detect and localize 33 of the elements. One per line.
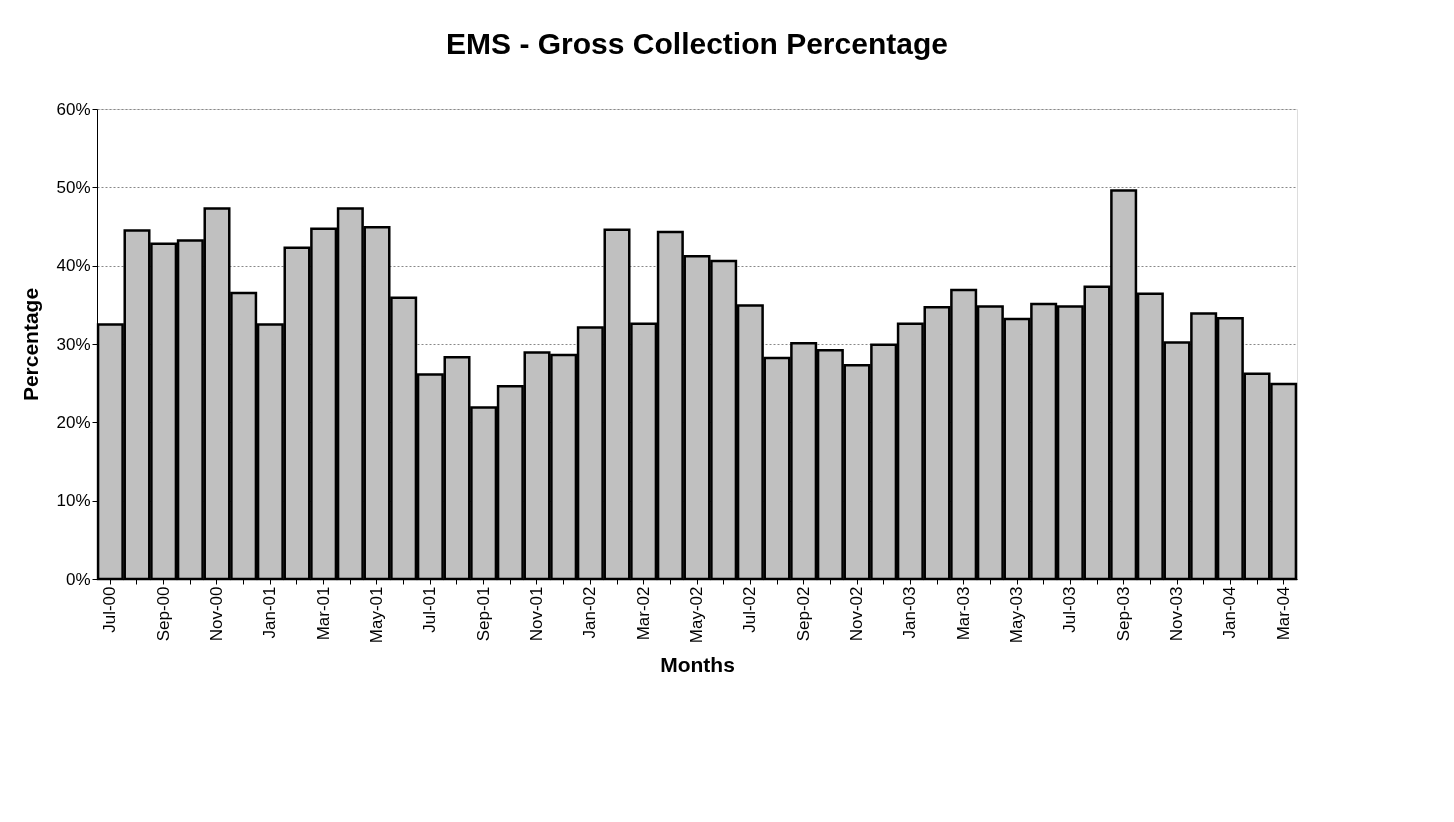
- x-tick-label: Jan-03: [900, 586, 920, 639]
- y-tick-label: 60%: [56, 99, 91, 119]
- x-tick-label: Jul-03: [1060, 586, 1080, 633]
- y-tick-label: 50%: [56, 177, 91, 197]
- x-tick-label: Mar-03: [953, 586, 973, 641]
- x-tick-label: Jan-04: [1220, 586, 1240, 639]
- x-tick-label: Jul-02: [740, 586, 760, 633]
- x-tick-label: Sep-00: [153, 586, 173, 642]
- x-tick-label: Nov-01: [527, 586, 546, 642]
- x-tick-label: May-01: [367, 586, 386, 644]
- chart-title: EMS - Gross Collection Percentage: [446, 27, 948, 60]
- y-tick-label: 10%: [56, 491, 91, 511]
- y-tick-label: 40%: [56, 256, 91, 276]
- x-tick-label: Nov-03: [1167, 586, 1186, 642]
- x-tick-label: Mar-01: [313, 586, 333, 641]
- x-tick-label: May-02: [687, 586, 706, 644]
- y-tick-label: 30%: [56, 334, 91, 354]
- x-tick-label: Nov-02: [847, 586, 866, 642]
- y-tick-label: 0%: [65, 569, 91, 589]
- x-tick-label: Jul-00: [100, 586, 120, 633]
- x-tick-label: Sep-01: [473, 586, 493, 642]
- x-tick-label: Mar-02: [633, 586, 653, 641]
- x-tick-label: Jul-01: [420, 586, 440, 633]
- x-axis-title: Months: [660, 653, 735, 677]
- x-tick-label: Nov-00: [207, 586, 226, 642]
- x-tick-label: Jan-02: [580, 586, 600, 639]
- x-tick-label: Sep-03: [1113, 586, 1133, 642]
- x-tick-label: Sep-02: [793, 586, 813, 642]
- y-tick-label: 20%: [56, 412, 91, 432]
- x-tick-label: Jan-01: [260, 586, 280, 639]
- x-tick-label: Mar-04: [1273, 586, 1293, 641]
- x-tick-label: May-03: [1007, 586, 1026, 644]
- y-axis-title: Percentage: [19, 287, 43, 402]
